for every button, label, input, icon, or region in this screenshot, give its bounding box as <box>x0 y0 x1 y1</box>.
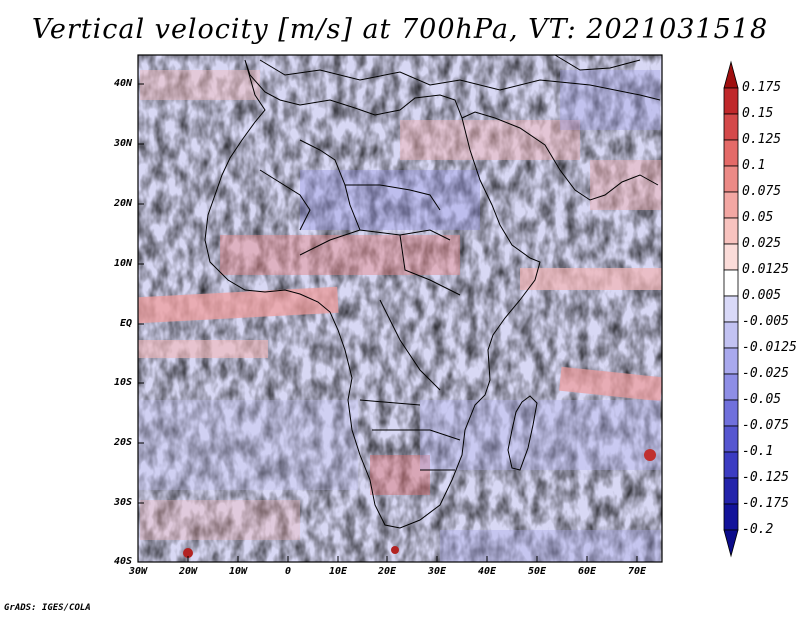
colorbar-label: -0.05 <box>742 392 782 407</box>
lat-tick-label: EQ <box>119 318 132 329</box>
figure-title: Vertical velocity [m/s] at 700hPa, VT: 2… <box>31 14 769 45</box>
colorbar-segment <box>723 425 739 453</box>
colorbar-segment <box>723 451 739 479</box>
colorbar-segment <box>723 373 739 401</box>
colorbar-label: -0.2 <box>742 522 774 537</box>
lat-tick-label: 40N <box>113 78 132 89</box>
lon-tick-label: 30W <box>128 566 148 577</box>
colorbar-segment <box>723 113 739 141</box>
colorbar-label: 0.075 <box>742 184 782 199</box>
colorbar-segment <box>723 217 739 245</box>
colorbar-segment <box>723 347 739 375</box>
lon-tick-label: 20E <box>377 566 397 577</box>
colorbar-segment <box>723 477 739 505</box>
colorbar-label: 0.005 <box>742 288 782 303</box>
lon-tick-label: 50E <box>527 566 547 577</box>
lon-tick-label: 10E <box>328 566 348 577</box>
colorbar-label: -0.1 <box>742 444 774 459</box>
colorbar-label: 0.175 <box>742 80 782 95</box>
colorbar-segment <box>723 191 739 219</box>
coastlines <box>204 55 661 529</box>
colorbar-segment <box>723 139 739 167</box>
colorbar-label: -0.075 <box>742 418 789 433</box>
lon-tick-label: 40E <box>477 566 497 577</box>
colorbar-segment <box>723 269 739 297</box>
colorbar-segment <box>723 87 739 115</box>
lat-tick-label: 40S <box>113 556 132 567</box>
lat-tick-label: 30N <box>113 138 132 149</box>
colorbar-label: 0.0125 <box>742 262 789 277</box>
lon-tick-label: 30E <box>427 566 447 577</box>
lon-tick-label: 60E <box>577 566 597 577</box>
colorbar-segment <box>723 295 739 323</box>
lat-tick-label: 30S <box>113 497 132 508</box>
colorbar-top-arrow <box>723 60 739 89</box>
colorbar-segment <box>723 503 739 531</box>
colorbar-segment <box>723 399 739 427</box>
colorbar-label: 0.025 <box>742 236 782 251</box>
colorbar-segment <box>723 243 739 271</box>
colorbar-label: -0.0125 <box>742 340 797 355</box>
colorbar-bottom-arrow <box>723 529 739 558</box>
lat-tick-label: 10S <box>113 377 132 388</box>
colorbar-label: 0.05 <box>742 210 774 225</box>
velocity-field <box>138 55 662 562</box>
footer-credit: GrADS: IGES/COLA <box>4 603 91 613</box>
colorbar-label: -0.025 <box>742 366 789 381</box>
lat-tick-label: 20N <box>113 198 132 209</box>
colorbar-label: 0.125 <box>742 132 782 147</box>
lat-tick-label: 20S <box>113 437 132 448</box>
colorbar-label: -0.005 <box>742 314 789 329</box>
colorbar-label: -0.125 <box>742 470 789 485</box>
colorbar <box>723 60 739 558</box>
plot-frame <box>137 54 663 563</box>
colorbar-segment <box>723 321 739 349</box>
colorbar-label: -0.175 <box>742 496 789 511</box>
lon-tick-label: 70E <box>627 566 647 577</box>
axis-ticks <box>138 83 638 562</box>
colorbar-label: 0.1 <box>742 158 766 173</box>
colorbar-label: 0.15 <box>742 106 774 121</box>
colorbar-segment <box>723 165 739 193</box>
lat-tick-label: 10N <box>113 258 132 269</box>
lon-tick-label: 0 <box>284 566 292 577</box>
lon-tick-label: 10W <box>228 566 248 577</box>
lon-tick-label: 20W <box>178 566 198 577</box>
